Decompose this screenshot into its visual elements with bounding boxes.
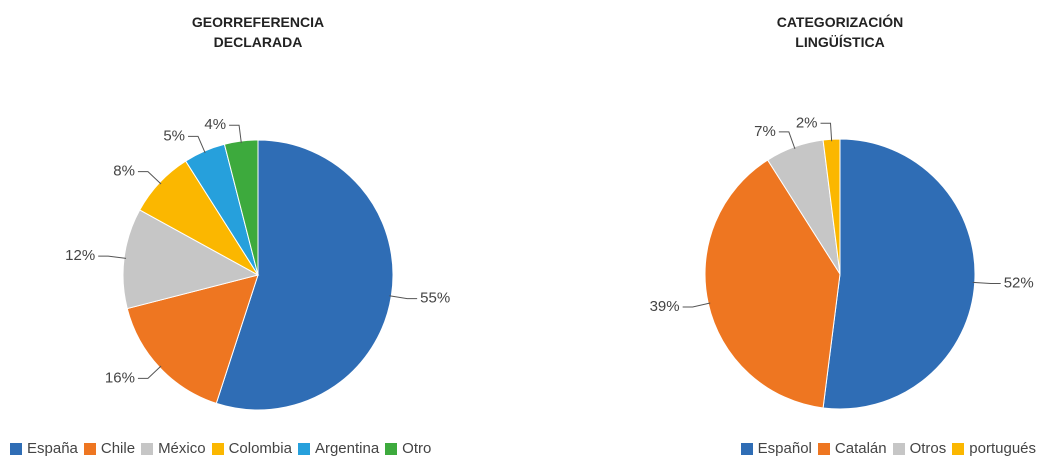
legend-swatch: [83, 442, 96, 455]
legend-swatch: [385, 442, 398, 455]
data-label: 4%: [204, 116, 226, 133]
legend-label: España: [27, 440, 78, 457]
legend-label: Colombia: [228, 440, 292, 457]
legend-item: Argentina: [297, 440, 380, 457]
legend-label: Chile: [100, 440, 136, 457]
leader-line: [820, 122, 833, 142]
legend-item: Colombia: [211, 440, 292, 457]
leader-line: [98, 255, 127, 259]
pie-slice: [822, 138, 976, 410]
legend: Español Catalán Otros portugués: [740, 440, 1042, 457]
data-label: 7%: [754, 123, 776, 140]
leader-line: [682, 302, 711, 308]
legend-label: Argentina: [314, 440, 380, 457]
leader-line: [778, 131, 796, 150]
legend: España Chile México Colombia Argentina Otro: [10, 440, 437, 457]
legend-label: Catalán: [834, 440, 887, 457]
data-label: 16%: [105, 369, 135, 386]
legend-swatch: [952, 442, 965, 455]
legend-swatch: [892, 442, 905, 455]
legend-label: Otros: [909, 440, 947, 457]
leader-line: [389, 295, 418, 300]
leader-line: [188, 135, 206, 154]
legend-swatch: [817, 442, 830, 455]
legend-label: Español: [757, 440, 812, 457]
data-label: 39%: [650, 298, 680, 315]
legend-item: Otros: [892, 440, 947, 457]
legend-item: España: [10, 440, 78, 457]
data-label: 52%: [1004, 274, 1034, 291]
leader-line: [137, 171, 162, 185]
data-label: 5%: [163, 127, 185, 144]
legend-label: Otro: [402, 440, 432, 457]
data-label: 12%: [65, 247, 95, 264]
legend-label: portugués: [969, 440, 1036, 457]
data-label: 2%: [796, 114, 818, 131]
leader-line: [229, 124, 242, 144]
data-label: 55%: [420, 290, 450, 307]
legend-label: México: [158, 440, 206, 457]
leader-line: [972, 281, 1001, 284]
data-label: 8%: [113, 163, 135, 180]
legend-item: Otro: [385, 440, 431, 457]
legend-swatch: [141, 442, 154, 455]
leader-line: [137, 365, 162, 379]
legend-item: Español: [740, 440, 812, 457]
legend-item: Catalán: [817, 440, 887, 457]
chart-title: GEORREFERENCIA DECLARADA: [191, 14, 325, 50]
legend-item: Chile: [83, 440, 136, 457]
legend-swatch: [10, 442, 22, 455]
legend-swatch: [740, 442, 753, 455]
legend-item: portugués: [952, 440, 1036, 457]
legend-swatch: [297, 442, 310, 455]
chart-title: CATEGORIZACIÓN LINGÜÍSTICA: [776, 14, 904, 50]
legend-swatch: [211, 442, 224, 455]
legend-item: México: [141, 440, 206, 457]
